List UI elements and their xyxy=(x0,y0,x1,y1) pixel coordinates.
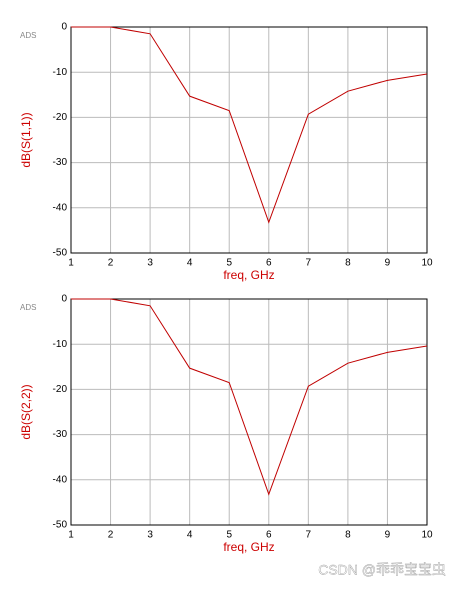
x-tick-label: 10 xyxy=(421,258,433,269)
x-tick-label: 1 xyxy=(68,258,74,269)
x-tick-label: 7 xyxy=(306,530,312,541)
watermark: CSDN @乖乖宝宝虫 xyxy=(318,562,446,578)
y-tick-label: -30 xyxy=(53,429,68,440)
y-tick-label: -40 xyxy=(53,474,68,485)
y-tick-label: -30 xyxy=(53,157,68,168)
x-tick-label: 9 xyxy=(385,258,391,269)
x-tick-label: 6 xyxy=(266,530,272,541)
x-tick-label: 3 xyxy=(147,258,153,269)
x-tick-label: 6 xyxy=(266,258,272,269)
y-tick-label: -40 xyxy=(53,202,68,213)
x-tick-label: 9 xyxy=(385,530,391,541)
x-axis-label: freq, GHz xyxy=(223,540,274,554)
x-tick-label: 8 xyxy=(345,530,351,541)
x-tick-label: 2 xyxy=(108,530,114,541)
y-tick-label: -50 xyxy=(53,248,68,259)
x-tick-label: 5 xyxy=(226,530,232,541)
y-tick-label: 0 xyxy=(61,22,67,33)
y-tick-label: -20 xyxy=(53,384,68,395)
y-tick-label: -50 xyxy=(53,520,68,531)
x-tick-label: 4 xyxy=(187,258,193,269)
x-tick-label: 4 xyxy=(187,530,193,541)
annotation: ADS xyxy=(20,303,36,312)
line xyxy=(71,26,428,224)
line xyxy=(71,298,428,496)
x-tick-label: 1 xyxy=(68,530,74,541)
x-tick-label: 10 xyxy=(421,530,433,541)
plot-frame xyxy=(70,298,428,526)
annotation: ADS xyxy=(20,31,36,40)
x-tick-label: 2 xyxy=(108,258,114,269)
y-tick-label: -10 xyxy=(53,339,68,350)
plot-frame xyxy=(70,26,428,254)
y-tick-label: -20 xyxy=(53,112,68,123)
x-axis-label: freq, GHz xyxy=(223,268,274,282)
x-tick-label: 8 xyxy=(345,258,351,269)
y-axis-label: dB(S(1,1)) xyxy=(19,112,33,167)
y-tick-label: 0 xyxy=(61,294,67,305)
x-tick-label: 3 xyxy=(147,530,153,541)
x-tick-label: 7 xyxy=(306,258,312,269)
x-tick-label: 5 xyxy=(226,258,232,269)
y-axis-label: dB(S(2,2)) xyxy=(19,384,33,439)
y-tick-label: -10 xyxy=(53,67,68,78)
